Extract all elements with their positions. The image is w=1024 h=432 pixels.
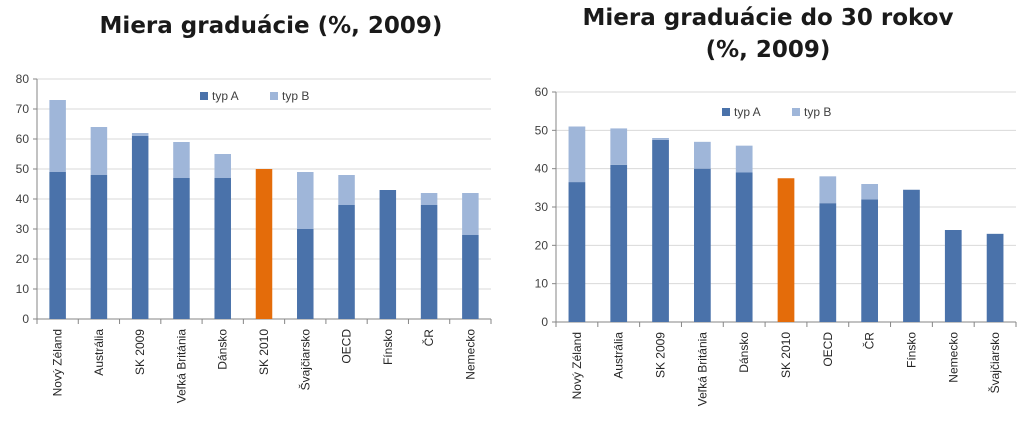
right-bar-typA-nemecko [944, 230, 962, 322]
left-bar-typA-velka-britania [173, 178, 190, 319]
left-xtick-label-cr: ČR [421, 329, 436, 347]
chart-right-title: Miera graduácie do 30 rokov (%, 2009) [512, 2, 1024, 66]
left-bar-typB-dansko [214, 154, 231, 178]
right-legend-swatch-typ-a [722, 108, 730, 116]
left-legend-label-typ-a: typ A [212, 89, 239, 103]
left-bar-typA-cr [420, 205, 438, 319]
right-bar-typA-sk-2010 [777, 178, 795, 322]
right-xtick-label-oecd: OECD [821, 332, 835, 367]
right-legend-label-typ-b: typ B [804, 105, 831, 119]
left-bar-typB-novy-zeland [49, 100, 66, 172]
left-ytick-label: 20 [16, 252, 30, 266]
right-ytick-label: 20 [535, 238, 549, 252]
right-xtick-label-cr: ČR [862, 332, 877, 350]
right-ytick-label: 50 [535, 123, 549, 137]
left-ytick-label: 60 [16, 132, 30, 146]
left-xtick-label-finsko: Fínsko [381, 329, 395, 365]
right-bar-typA-sk-2009 [652, 139, 669, 322]
left-legend-swatch-typ-b [270, 92, 278, 100]
left-bar-typB-oecd [338, 175, 355, 205]
left-xtick-label-oecd: OECD [340, 329, 354, 364]
left-bar-typB-velka-britania [173, 142, 190, 178]
left-legend-label-typ-b: typ B [282, 89, 309, 103]
right-bar-typA-finsko [903, 189, 920, 322]
left-bar-typA-nemecko [462, 235, 479, 319]
right-bar-typB-oecd [819, 176, 837, 204]
left-bar-typB-sk-2009 [131, 133, 149, 136]
right-xtick-label-australia: Austrália [612, 332, 626, 379]
right-legend: typ A typ B [722, 105, 831, 119]
left-legend-swatch-typ-a [200, 92, 208, 100]
right-bar-typA-dansko [735, 172, 753, 322]
left-legend: typ A typ B [200, 89, 309, 103]
left-ytick-label: 10 [16, 282, 30, 296]
right-xtick-label-velka-britania: Veľká Británia [695, 332, 709, 407]
left-bar-typB-australia [90, 127, 108, 175]
left-bar-typA-sk-2009 [131, 136, 149, 319]
right-ytick-label: 10 [535, 277, 549, 291]
left-ytick-label: 80 [16, 72, 30, 86]
right-ytick-label: 0 [541, 315, 548, 329]
chart-right-panel: Miera graduácie do 30 rokov (%, 2009) 0 1… [512, 0, 1024, 432]
left-bar-typA-svajciarsko [297, 229, 314, 319]
right-ytick-label: 40 [535, 162, 549, 176]
left-ytick-label: 70 [16, 102, 30, 116]
left-bar-typA-australia [90, 175, 108, 319]
right-bar-typB-velka-britania [694, 141, 711, 169]
right-bar-typA-oecd [819, 203, 837, 322]
left-xtick-label-nemecko: Nemecko [463, 329, 477, 380]
left-xtick-label-novy-zeland: Nový Zéland [51, 329, 65, 396]
right-legend-label-typ-a: typ A [734, 105, 761, 119]
right-bar-typB-novy-zeland [568, 126, 586, 183]
right-xtick-label-nemecko: Nemecko [946, 332, 960, 383]
right-xtick-label-sk-2009: SK 2009 [654, 332, 668, 378]
left-ytick-label: 0 [22, 312, 29, 326]
left-bar-typA-dansko [214, 178, 231, 319]
left-ytick-label: 50 [16, 162, 30, 176]
right-legend-swatch-typ-b [792, 108, 800, 116]
right-bar-typA-svajciarsko [986, 233, 1004, 322]
right-bar-typA-novy-zeland [568, 182, 586, 322]
right-xtick-label-svajciarsko: Švajčiarsko [987, 332, 1002, 394]
left-bar-typB-cr [420, 193, 438, 205]
left-bar-typA-finsko [379, 190, 397, 319]
right-xtick-label-dansko: Dánsko [737, 332, 751, 373]
right-bar-typA-velka-britania [694, 168, 711, 322]
left-xtick-label-velka-britania: Veľká Británia [174, 329, 188, 404]
left-bar-typA-novy-zeland [49, 172, 66, 319]
left-xtick-label-sk-2010: SK 2010 [257, 329, 271, 375]
left-xtick-label-svajciarsko: Švajčiarsko [297, 329, 312, 391]
left-ytick-label: 30 [16, 222, 30, 236]
left-bar-typB-svajciarsko [297, 172, 314, 229]
chart-right-title-line1: Miera graduácie do 30 rokov [582, 5, 954, 31]
right-ytick-label: 30 [535, 200, 549, 214]
chart-right-svg: 0 10 20 30 40 50 60 Nový Zéland Austrália SK 2009… [535, 85, 1017, 407]
right-bar-typA-cr [861, 199, 878, 322]
right-xtick-label-novy-zeland: Nový Zéland [570, 332, 584, 399]
left-bar-typA-sk-2010 [255, 169, 273, 319]
left-ytick-label: 40 [16, 192, 30, 206]
right-bar-typA-australia [610, 164, 628, 322]
right-bar-typB-sk-2009 [652, 138, 669, 140]
right-bar-typB-dansko [735, 145, 753, 173]
chart-left-svg: 0 10 20 30 40 50 60 70 80 Nový Zéland Austrália SK … [16, 72, 492, 404]
right-ytick-label: 60 [535, 85, 549, 99]
left-xtick-label-australia: Austrália [92, 329, 106, 376]
left-xtick-label-dansko: Dánsko [216, 329, 230, 370]
right-xtick-label-finsko: Fínsko [904, 332, 918, 368]
right-xtick-label-sk-2010: SK 2010 [779, 332, 793, 378]
chart-left-title: Miera graduácie (%, 2009) [99, 13, 443, 39]
chart-left-panel: Miera graduácie (%, 2009) 0 10 20 30 40 50 60 7… [16, 13, 492, 404]
left-xtick-label-sk-2009: SK 2009 [133, 329, 147, 375]
left-bar-typB-nemecko [462, 193, 479, 235]
left-bar-typA-oecd [338, 205, 355, 319]
right-bar-typB-australia [610, 128, 628, 165]
right-bar-typB-cr [861, 184, 878, 200]
chart-right-title-line2: (%, 2009) [705, 37, 831, 63]
